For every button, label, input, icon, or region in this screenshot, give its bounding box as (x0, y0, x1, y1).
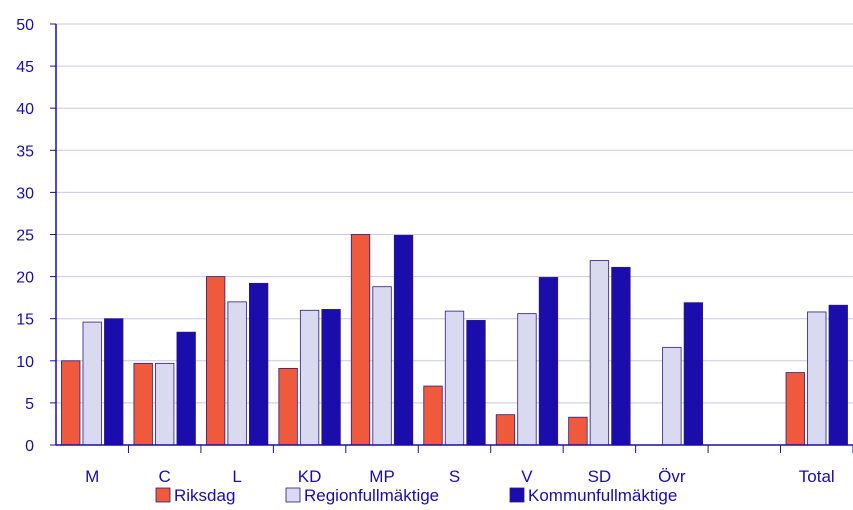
y-tick-label: 15 (16, 312, 34, 329)
x-category-label: Övr (658, 467, 686, 486)
y-tick-label: 10 (16, 354, 34, 371)
bar-regionfullmäktige (444, 310, 465, 446)
bar-kommunfullmäktige (321, 309, 341, 446)
y-tick-label: 5 (25, 396, 34, 413)
bar-kommunfullmäktige (104, 318, 124, 446)
bar-regionfullmäktige (82, 321, 102, 446)
y-tick-label: 0 (25, 438, 34, 455)
x-category-label: L (232, 467, 241, 486)
bar-riksdag (495, 414, 516, 446)
y-tick-label: 30 (16, 185, 34, 202)
bar-regionfullmäktige (372, 286, 392, 446)
bar-kommunfullmäktige (176, 331, 196, 446)
bar-riksdag (350, 234, 371, 446)
y-tick-label: 35 (16, 143, 34, 160)
legend-label: Regionfullmäktige (304, 486, 439, 505)
bar-riksdag (785, 372, 805, 446)
bar-regionfullmäktige (807, 311, 827, 446)
y-axis-ticks: 0 5 10 15 20 25 30 35 40 45 50 (16, 17, 56, 455)
x-category-label: Total (799, 467, 835, 486)
bar-riksdag (61, 360, 81, 446)
y-tick-label: 45 (16, 59, 34, 76)
bar-kommunfullmäktige (393, 234, 414, 446)
bar-regionfullmäktige (227, 301, 247, 446)
bar-kommunfullmäktige (828, 304, 848, 446)
x-category-label: V (521, 467, 533, 486)
bar-riksdag (205, 276, 226, 446)
bar-kommunfullmäktige (248, 282, 269, 446)
x-category-label: C (159, 467, 171, 486)
legend-label: Kommunfullmäktige (528, 486, 677, 505)
bar-regionfullmäktige (299, 309, 320, 446)
bar-riksdag (278, 367, 298, 446)
legend-swatch (155, 487, 171, 503)
y-tick-label: 20 (16, 270, 34, 287)
legend-swatch (509, 487, 525, 503)
bar-kommunfullmäktige (538, 277, 559, 446)
x-category-label: MP (369, 467, 395, 486)
legend-swatch (285, 487, 301, 503)
bar-regionfullmäktige (517, 313, 537, 446)
x-axis-ticks (127, 445, 853, 453)
bar-regionfullmäktige (155, 362, 175, 446)
bar-regionfullmäktige (662, 346, 682, 446)
bar-kommunfullmäktige (611, 266, 631, 446)
x-category-label: M (85, 467, 99, 486)
y-tick-label: 40 (16, 101, 34, 118)
bar-riksdag (423, 385, 443, 446)
bar-kommunfullmäktige (466, 319, 486, 446)
x-axis-labels: M C L KD MP S V SD Övr Total (85, 467, 835, 486)
bars (61, 234, 848, 446)
bar-riksdag (568, 416, 588, 446)
bar-kommunfullmäktige (683, 302, 704, 446)
x-category-label: KD (298, 467, 322, 486)
legend: Riksdag Regionfullmäktige Kommunfullmäktig… (155, 486, 677, 505)
legend-label: Riksdag (174, 486, 235, 505)
bar-riksdag (133, 362, 153, 446)
bar-regionfullmäktige (589, 260, 610, 446)
y-tick-label: 25 (16, 228, 34, 245)
y-tick-label: 50 (16, 17, 34, 34)
x-category-label: SD (588, 467, 612, 486)
x-category-label: S (449, 467, 460, 486)
